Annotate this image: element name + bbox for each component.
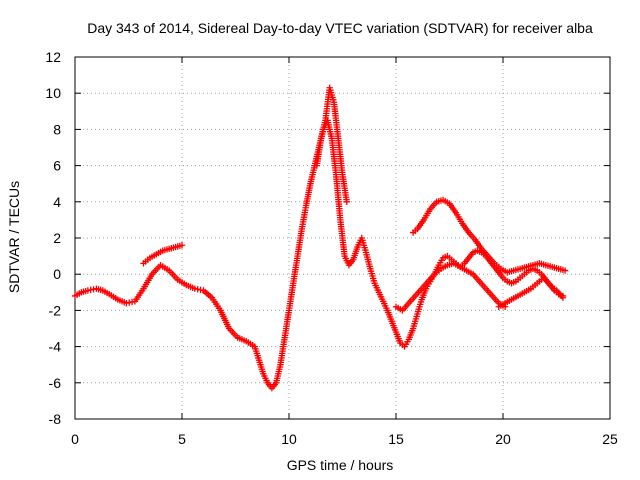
y-tick-label: -2 [49, 302, 62, 318]
data-points [71, 84, 569, 392]
x-tick-label: 25 [602, 431, 618, 447]
y-tick-label: 10 [45, 85, 61, 101]
y-tick-label: 2 [53, 230, 61, 246]
data-point [178, 242, 186, 249]
data-point [559, 294, 567, 301]
series-sat-2 [140, 242, 186, 267]
y-tick-label: 6 [53, 158, 61, 174]
gridlines [75, 57, 610, 419]
y-axis-label: SDTVAR / TECUs [6, 181, 22, 293]
y-tick-label: -6 [49, 375, 62, 391]
x-axis-label: GPS time / hours [287, 457, 394, 473]
x-tick-label: 5 [178, 431, 186, 447]
series-sat-1 [71, 117, 567, 392]
y-tick-label: 8 [53, 121, 61, 137]
x-tick-label: 10 [281, 431, 297, 447]
x-tick-label: 20 [495, 431, 511, 447]
y-tick-label: -4 [49, 339, 62, 355]
series-sat-3 [409, 196, 569, 276]
y-tick-label: 12 [45, 49, 61, 65]
series-sat-6 [313, 84, 350, 205]
data-point [561, 267, 569, 274]
y-tick-label: 4 [53, 194, 61, 210]
data-point [501, 303, 509, 310]
data-point [343, 198, 350, 205]
y-tick-label: -8 [49, 411, 62, 427]
series-sat-5 [392, 260, 509, 314]
chart-title: Day 343 of 2014, Sidereal Day-to-day VTE… [87, 20, 593, 36]
y-tick-labels: -8 -6 -4 -2 0 2 4 6 8 10 12 [45, 49, 61, 427]
y-tick-label: 0 [53, 266, 61, 282]
x-tick-label: 0 [71, 431, 79, 447]
x-tick-labels: 0 5 10 15 20 25 [71, 431, 618, 447]
axis-ticks [74, 56, 611, 420]
x-tick-label: 15 [388, 431, 404, 447]
